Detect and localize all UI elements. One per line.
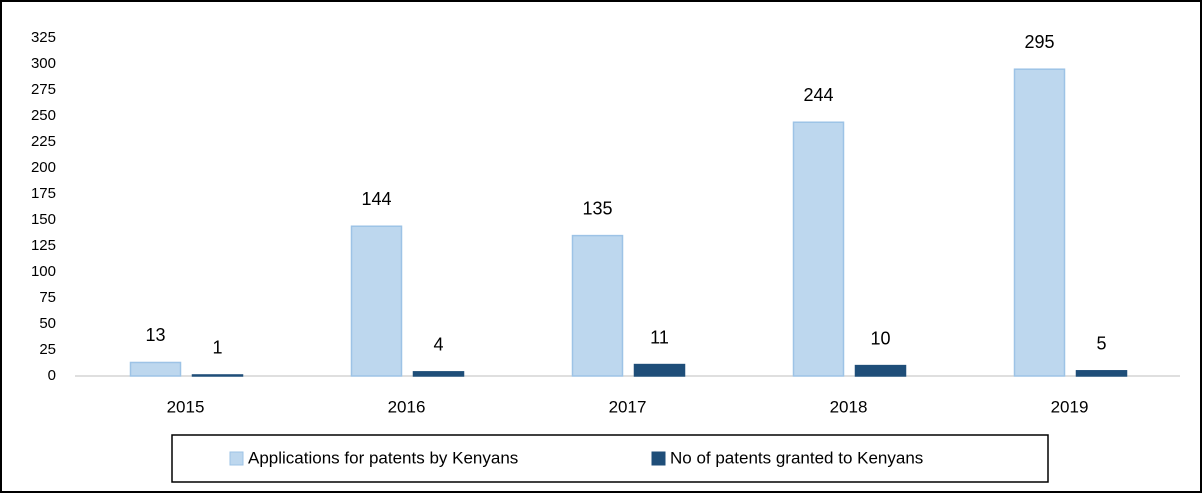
data-label: 1 xyxy=(212,338,222,358)
y-tick-label: 225 xyxy=(31,133,56,150)
y-tick-label: 200 xyxy=(31,159,56,176)
x-tick-label: 2018 xyxy=(830,397,868,416)
y-tick-label: 250 xyxy=(31,107,56,124)
x-tick-label: 2016 xyxy=(388,397,426,416)
legend-swatch xyxy=(229,451,244,466)
bar xyxy=(350,225,403,377)
data-label: 13 xyxy=(145,325,165,345)
bar xyxy=(1075,370,1128,377)
data-label: 295 xyxy=(1024,32,1054,52)
bar xyxy=(412,371,465,377)
bar xyxy=(633,363,686,377)
bar xyxy=(571,234,624,377)
y-tick-label: 75 xyxy=(39,289,56,306)
y-tick-label: 325 xyxy=(31,29,56,46)
y-tick-label: 50 xyxy=(39,315,56,332)
x-tick-label: 2019 xyxy=(1051,397,1089,416)
y-tick-label: 275 xyxy=(31,81,56,98)
y-tick-label: 175 xyxy=(31,185,56,202)
y-tick-label: 300 xyxy=(31,55,56,72)
legend-swatch xyxy=(651,451,666,466)
bar xyxy=(1013,68,1066,377)
bar xyxy=(854,364,907,377)
y-tick-label: 25 xyxy=(39,341,56,358)
data-label: 244 xyxy=(803,85,833,105)
bar xyxy=(792,121,845,377)
legend-label: No of patents granted to Kenyans xyxy=(670,448,923,467)
x-tick-label: 2017 xyxy=(609,397,647,416)
bar xyxy=(191,374,244,377)
bar xyxy=(129,361,182,377)
data-label: 10 xyxy=(870,328,890,348)
data-label: 4 xyxy=(433,335,443,355)
y-tick-label: 150 xyxy=(31,211,56,228)
legend-label: Applications for patents by Kenyans xyxy=(248,448,518,467)
legend-box xyxy=(171,434,1049,483)
data-label: 144 xyxy=(361,189,391,209)
data-label: 11 xyxy=(650,327,669,347)
y-tick-label: 100 xyxy=(31,263,56,280)
data-label: 135 xyxy=(582,198,612,218)
data-label: 5 xyxy=(1096,334,1106,354)
y-tick-label: 0 xyxy=(48,367,56,384)
x-tick-label: 2015 xyxy=(167,397,205,416)
y-tick-label: 125 xyxy=(31,237,56,254)
